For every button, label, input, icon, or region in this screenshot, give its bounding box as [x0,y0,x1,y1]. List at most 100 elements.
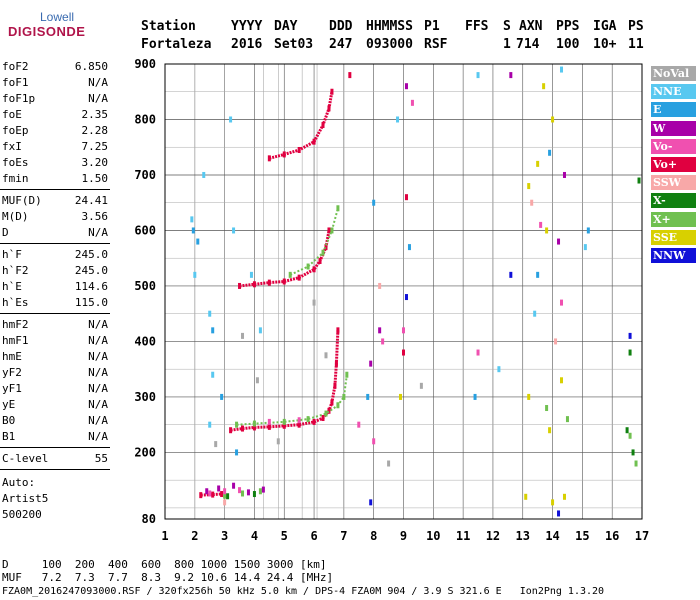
legend-item-sse: SSE [651,229,696,245]
data-point-nne [249,271,253,278]
param-row-foe: foE 2.35 [2,108,108,121]
data-point-nne [533,310,537,317]
data-point-xplus [336,205,340,212]
data-point-nnw [509,271,513,278]
header-value-1: 2016 [231,37,263,52]
x-tick-label: 6 [310,529,317,543]
data-point-voplus [312,418,316,425]
data-point-w [557,238,561,245]
param-value: N/A [88,76,108,89]
param-value: 2.35 [81,108,109,121]
auto-scaling-line-2: 500200 [2,508,42,521]
data-point-sse [551,499,555,506]
param-name: h`F2 [2,264,29,277]
data-point-nne [211,371,215,378]
param-name: hmF1 [2,334,29,347]
param-name: MUF(D) [2,194,42,207]
data-point-xplus [565,416,569,423]
data-point-ssw [223,499,227,506]
data-point-xplus [324,410,328,417]
data-point-voplus [312,266,316,273]
legend-item-nne: NNE [651,84,696,100]
param-value: 1.50 [81,172,109,185]
x-tick-label: 8 [370,529,377,543]
data-point-e [586,227,590,234]
data-point-vominus [208,490,212,497]
data-point-e [473,393,477,400]
param-row-foes: foEs 3.20 [2,156,108,169]
data-point-sse [560,377,564,384]
param-name: hmE [2,350,22,363]
data-point-xminus [625,427,629,434]
data-point-nne [497,366,501,373]
legend-item-xminus: X- [651,193,696,209]
data-point-vominus [267,418,271,425]
param-name: fxI [2,140,22,153]
header-value-8: 714 [516,37,540,52]
x-tick-label: 11 [456,529,470,543]
data-point-xplus [258,488,262,495]
data-point-e [407,244,411,251]
param-separator [0,447,110,448]
param-row-fof1p: foF1p N/A [2,92,108,105]
data-point-e [211,327,215,334]
param-row-yf1: yF1 N/A [2,382,108,395]
y-tick-label: 500 [134,279,156,293]
data-point-xplus [342,393,346,400]
data-point-e [548,149,552,156]
plot-frame [164,63,643,520]
data-point-ssw [378,282,382,289]
footer-muf-line: MUF 7.2 7.3 7.7 8.3 9.2 10.6 14.4 24.4 [… [2,571,334,584]
data-point-nne [193,271,197,278]
x-tick-label: 13 [516,529,530,543]
data-point-voplus [297,421,301,428]
data-point-w [261,486,265,493]
x-tick-label: 4 [251,529,258,543]
data-point-voplus [404,194,408,201]
data-point-voplus [199,492,203,499]
data-point-sse [536,160,540,167]
param-value: N/A [88,350,108,363]
param-value: N/A [88,366,108,379]
data-point-sse [524,493,528,500]
param-name: B0 [2,414,16,427]
param-name: foEp [2,124,29,137]
param-row-hf: h`F 245.0 [2,248,108,261]
header-value-11: 11 [628,37,644,52]
trace-voplus [230,330,340,432]
legend-item-xplus: X+ [651,211,696,227]
data-point-vominus [357,421,361,428]
data-point-w [205,488,209,495]
legend-item-e: E [651,102,696,118]
data-point-nne [232,227,236,234]
data-point-xminus [226,493,230,500]
data-point-xplus [545,405,549,412]
data-point-xplus [235,421,239,428]
y-tick-label: 200 [134,445,156,459]
param-value: N/A [88,92,108,105]
param-name: B1 [2,430,16,443]
data-point-e [366,393,370,400]
param-value: 115.0 [74,296,108,309]
param-value: 245.0 [74,248,108,261]
x-tick-label: 9 [400,529,407,543]
param-value: 245.0 [74,264,108,277]
data-point-sse [527,183,531,190]
data-point-noval [276,438,280,445]
header-label-11: PS [628,19,644,34]
param-value: 114.6 [74,280,108,293]
param-value: N/A [88,430,108,443]
data-point-nne [476,72,480,79]
y-tick-label: 400 [134,334,156,348]
data-point-voplus [220,491,224,498]
data-point-xplus [282,418,286,425]
param-row-md: M(D) 3.56 [2,210,108,223]
param-row-b0: B0 N/A [2,414,108,427]
param-name: foF2 [2,60,29,73]
footer-file-info-line: FZA0M_2016247093000.RSF / 320fx256h 50 k… [2,586,605,597]
y-tick-label: 900 [134,57,156,71]
x-tick-label: 7 [340,529,347,543]
param-name: hmF2 [2,318,29,331]
data-point-sse [542,83,546,90]
param-row-yf2: yF2 N/A [2,366,108,379]
